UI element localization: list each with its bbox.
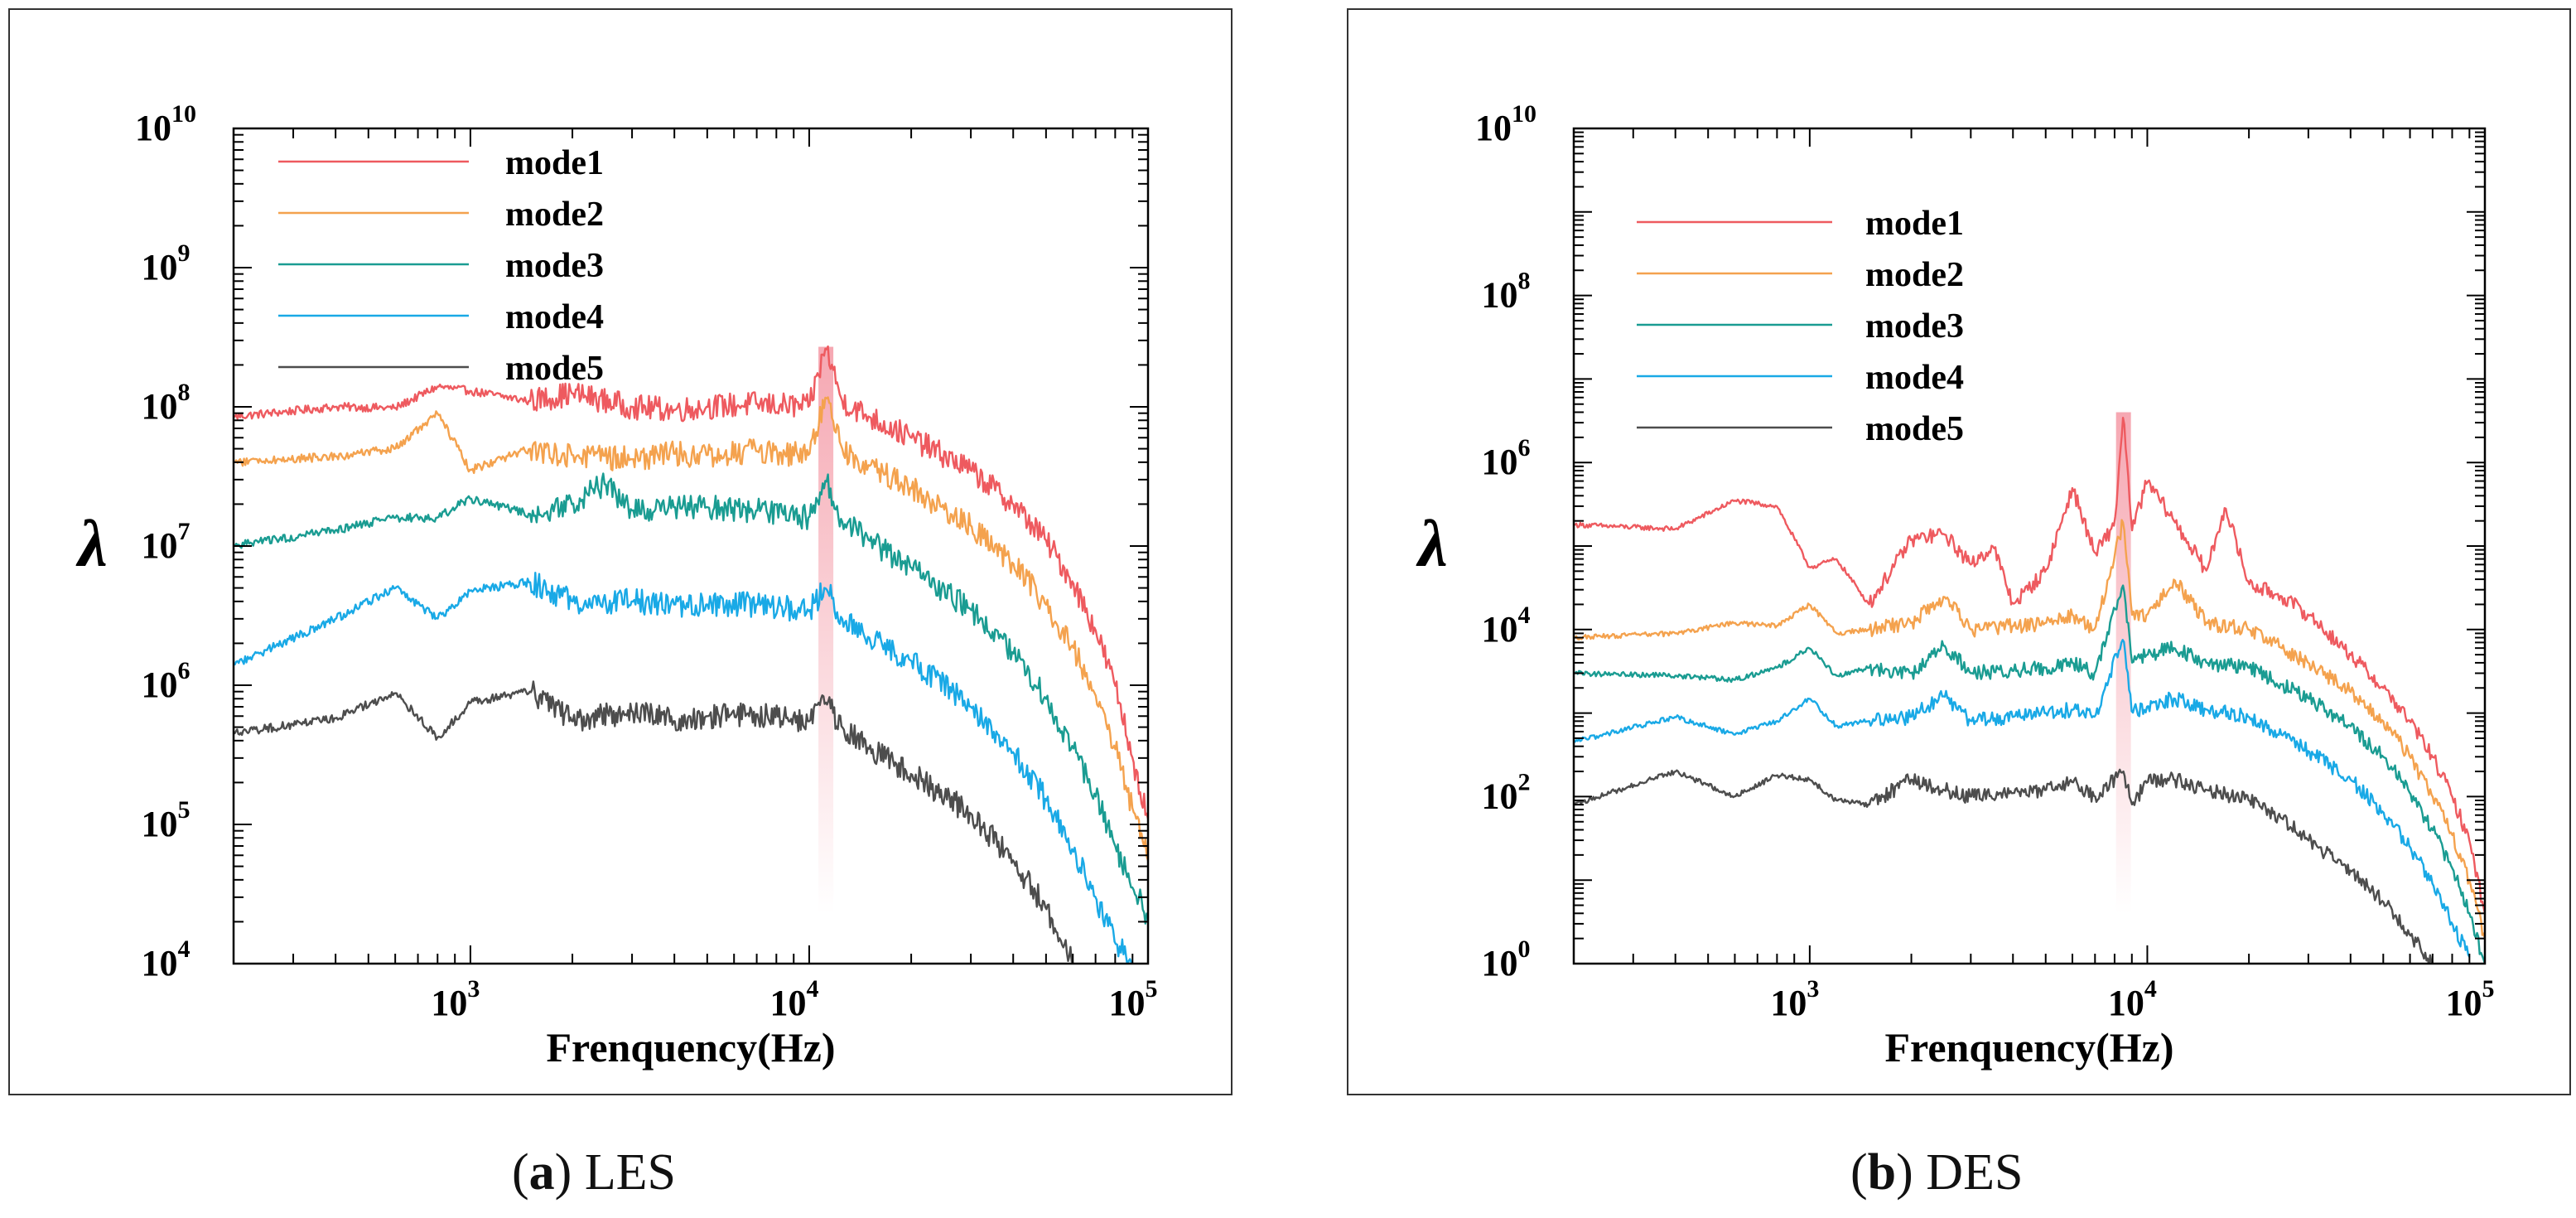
caption-b-text: DES bbox=[1926, 1144, 2024, 1201]
y-tick-exp: 9 bbox=[178, 239, 191, 267]
y-tick-base: 10 bbox=[142, 386, 178, 427]
x-axis-label: Frenquency(Hz) bbox=[1884, 1024, 2173, 1071]
y-tick-label: 106 bbox=[142, 657, 191, 705]
y-tick-exp: 10 bbox=[171, 100, 196, 128]
x-tick-base: 10 bbox=[2446, 983, 2482, 1023]
x-tick-exp: 5 bbox=[1146, 975, 1158, 1003]
y-tick-base: 10 bbox=[135, 108, 171, 148]
y-axis-label: λ bbox=[75, 508, 108, 581]
x-tick-label: 103 bbox=[431, 975, 480, 1023]
series-line-a-mode2 bbox=[234, 396, 1148, 861]
y-tick-label: 1010 bbox=[135, 100, 196, 148]
legend-label-mode5: mode5 bbox=[505, 350, 604, 388]
y-tick-exp: 10 bbox=[1512, 100, 1536, 128]
legend-label-mode1: mode1 bbox=[1865, 205, 1964, 243]
plot-frame-a bbox=[232, 127, 1150, 965]
series-line-a-mode4 bbox=[234, 572, 1134, 964]
y-tick-base: 10 bbox=[142, 665, 178, 705]
x-tick-label: 105 bbox=[2446, 975, 2495, 1023]
series-line-b-mode4 bbox=[1574, 639, 2471, 958]
chart-b: 103 104 1051001021041061081010Frenquency(H… bbox=[1416, 100, 2494, 1071]
y-tick-exp: 5 bbox=[178, 796, 191, 824]
chart-a: 103 104 1051041051061071081091010Frenquenc… bbox=[75, 100, 1157, 1071]
legend-label-mode4: mode4 bbox=[505, 298, 604, 336]
x-tick-exp: 3 bbox=[1807, 975, 1819, 1003]
x-tick-label: 104 bbox=[2108, 975, 2157, 1023]
series-line-b-mode1 bbox=[1574, 417, 2485, 914]
y-tick-base: 10 bbox=[1482, 609, 1518, 650]
legend-label-mode4: mode4 bbox=[1865, 359, 1964, 397]
y-tick-label: 108 bbox=[142, 379, 191, 427]
legend-label-mode2: mode2 bbox=[1865, 256, 1964, 294]
x-tick-exp: 4 bbox=[806, 975, 818, 1003]
x-tick-label: 103 bbox=[1770, 975, 1819, 1023]
plot-frame-b bbox=[1572, 127, 2487, 965]
series-line-a-mode3 bbox=[234, 472, 1148, 925]
y-tick-base: 10 bbox=[142, 804, 178, 844]
y-tick-base: 10 bbox=[142, 247, 178, 288]
x-tick-base: 10 bbox=[2108, 983, 2144, 1023]
x-tick-base: 10 bbox=[431, 983, 467, 1023]
series-line-b-mode2 bbox=[1574, 519, 2485, 940]
y-tick-base: 10 bbox=[1482, 275, 1518, 316]
x-tick-base: 10 bbox=[1770, 983, 1807, 1023]
y-tick-exp: 2 bbox=[1518, 768, 1531, 795]
legend-label-mode2: mode2 bbox=[505, 196, 604, 234]
x-tick-exp: 5 bbox=[2482, 975, 2495, 1003]
x-tick-label: 104 bbox=[769, 975, 818, 1023]
y-tick-label: 105 bbox=[142, 796, 191, 844]
y-tick-exp: 6 bbox=[1518, 434, 1531, 462]
series-line-a-mode1 bbox=[234, 345, 1148, 819]
x-tick-base: 10 bbox=[769, 983, 806, 1023]
x-tick-base: 10 bbox=[1109, 983, 1146, 1023]
y-tick-label: 1010 bbox=[1475, 100, 1536, 148]
x-axis-label: Frenquency(Hz) bbox=[546, 1024, 835, 1071]
x-tick-exp: 3 bbox=[467, 975, 480, 1003]
panel-a-frame bbox=[8, 8, 1233, 1095]
y-tick-base: 10 bbox=[1482, 442, 1518, 482]
series-line-b-mode3 bbox=[1574, 584, 2485, 964]
caption-a-text: LES bbox=[584, 1144, 677, 1201]
caption-a: (a) LES bbox=[512, 1144, 677, 1201]
x-tick-exp: 4 bbox=[2144, 975, 2157, 1003]
y-tick-label: 104 bbox=[142, 935, 191, 984]
y-tick-exp: 8 bbox=[178, 379, 191, 406]
series-line-b-mode5 bbox=[1574, 768, 2434, 964]
y-tick-base: 10 bbox=[142, 943, 178, 984]
y-tick-label: 102 bbox=[1482, 768, 1531, 816]
y-tick-label: 108 bbox=[1482, 268, 1531, 316]
caption-b-letter: b bbox=[1867, 1144, 1897, 1201]
y-tick-base: 10 bbox=[142, 525, 178, 566]
y-axis-label: λ bbox=[1416, 508, 1448, 581]
caption-b: (b) DES bbox=[1850, 1144, 2024, 1201]
y-tick-label: 106 bbox=[1482, 434, 1531, 482]
y-tick-exp: 7 bbox=[178, 518, 191, 545]
y-tick-base: 10 bbox=[1482, 776, 1518, 816]
x-tick-label: 105 bbox=[1109, 975, 1158, 1023]
y-tick-base: 10 bbox=[1475, 108, 1512, 148]
y-tick-exp: 6 bbox=[178, 657, 191, 684]
series-line-a-mode5 bbox=[234, 680, 1074, 964]
y-tick-exp: 4 bbox=[178, 935, 191, 963]
caption-a-letter: a bbox=[528, 1144, 555, 1201]
legend-label-mode3: mode3 bbox=[505, 247, 604, 285]
y-tick-exp: 4 bbox=[1518, 602, 1531, 629]
y-tick-exp: 0 bbox=[1518, 935, 1531, 963]
legend-label-mode1: mode1 bbox=[505, 144, 604, 182]
y-tick-label: 109 bbox=[142, 239, 191, 288]
peak-highlight-a bbox=[818, 346, 834, 914]
legend-label-mode5: mode5 bbox=[1865, 410, 1964, 448]
y-tick-exp: 8 bbox=[1518, 268, 1531, 295]
y-tick-label: 100 bbox=[1482, 935, 1531, 984]
y-tick-label: 104 bbox=[1482, 602, 1531, 650]
y-tick-base: 10 bbox=[1482, 943, 1518, 984]
legend-label-mode3: mode3 bbox=[1865, 307, 1964, 346]
y-tick-label: 107 bbox=[142, 518, 191, 566]
